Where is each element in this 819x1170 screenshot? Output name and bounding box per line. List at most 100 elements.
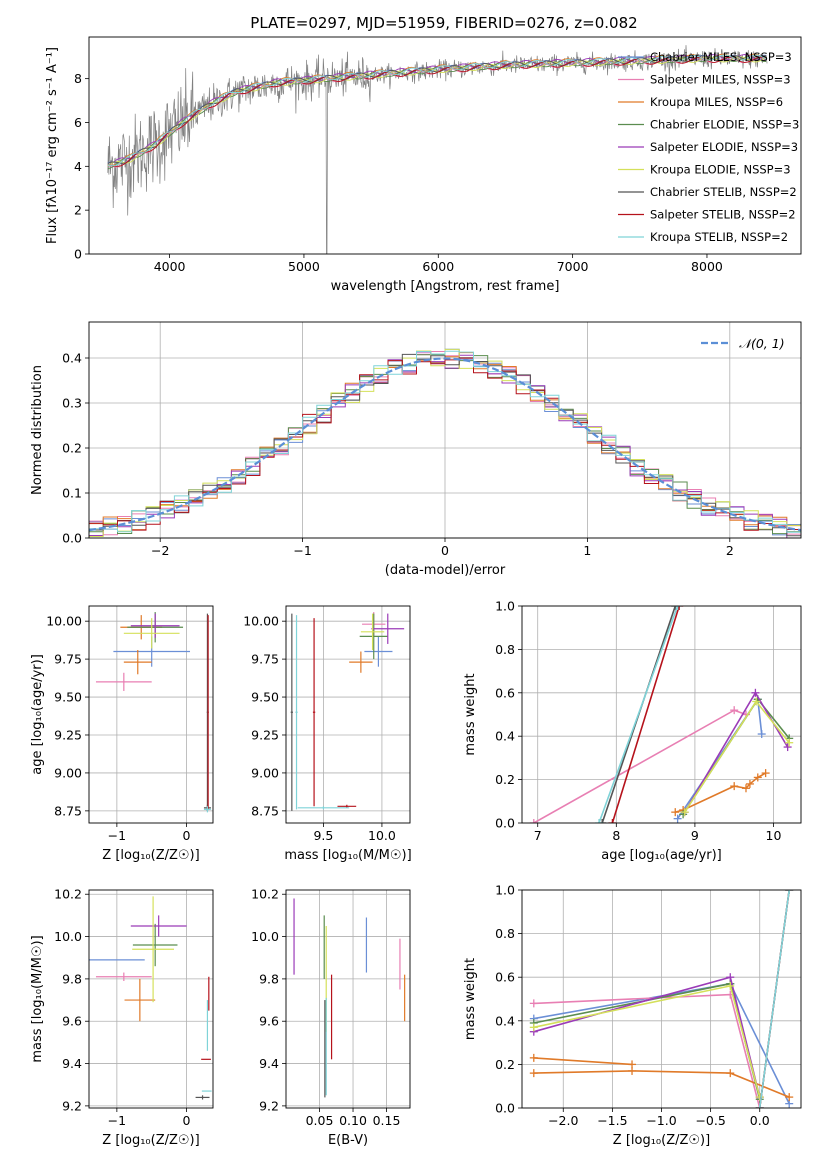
- x-tick-label: −1: [108, 1113, 126, 1128]
- model-line-salpeter-elodie: [107, 54, 767, 167]
- y-tick-label: 10.2: [251, 887, 279, 902]
- legend-label-salpeter-miles: Salpeter MILES, NSSP=3: [650, 73, 791, 87]
- point-marker-kroupa-miles: [753, 773, 762, 782]
- x-axis-label: wavelength [Angstrom, rest frame]: [331, 279, 560, 294]
- plot-area: [293, 898, 406, 1098]
- y-tick-label: 6: [74, 115, 82, 130]
- point-marker-kroupa-miles: [628, 1060, 637, 1069]
- y-axis-label: mass weight: [463, 673, 478, 755]
- x-tick-label: 0: [183, 1113, 191, 1128]
- legend-label-chabrier-miles: Chabrier MILES, NSSP=3: [650, 50, 792, 64]
- point-marker-kroupa-miles: [785, 1093, 794, 1102]
- y-tick-label: 9.75: [251, 652, 279, 667]
- legend-label-kroupa-stelib: Kroupa STELIB, NSSP=2: [650, 230, 788, 244]
- y-tick-label: 9.00: [54, 765, 82, 780]
- point-marker-kroupa-elodie: [529, 1023, 538, 1032]
- chart-age-vs-mass: 9.5 10.0 8.75 9.00 9.25 9.50 9.75 10.00 mass [lo…: [243, 605, 412, 863]
- y-tick-label: 0.0: [495, 816, 515, 831]
- y-tick-label: 9.8: [62, 971, 82, 986]
- axes-frame: [521, 605, 802, 824]
- model-line-kroupa-stelib: [107, 54, 767, 167]
- x-axis-label: Z [log₁₀(Z/Z☉)]: [102, 848, 199, 863]
- y-tick-label: 9.25: [54, 727, 82, 742]
- point-marker-kroupa-elodie: [680, 808, 689, 817]
- axes-frame: [88, 36, 802, 255]
- y-tick-label: 0: [74, 247, 82, 262]
- y-tick-label: 0.6: [495, 685, 515, 700]
- x-tick-label: −2.0: [548, 1113, 578, 1128]
- legend-label-salpeter-elodie: Salpeter ELODIE, NSSP=3: [650, 140, 798, 154]
- y-tick-label: 0.0: [62, 531, 82, 546]
- x-tick-label: −1.5: [597, 1113, 627, 1128]
- point-marker-kroupa-stelib: [673, 606, 682, 610]
- y-tick-label: 0.8: [495, 642, 515, 657]
- series-line-salpeter-miles: [533, 993, 761, 1108]
- errorbar-salpeter-elodie: [130, 915, 187, 937]
- x-axis-label: E(B-V): [328, 1133, 368, 1148]
- errorbar-kroupa-stelib: [203, 806, 211, 813]
- y-tick-label: 10.00: [243, 614, 279, 629]
- chart-residuals: −2 −1 0 1 2 0.0 0.1 0.2 0.3 0.4 (data-model)/error…: [30, 321, 802, 578]
- errorbar-chabrier-elodie: [359, 613, 388, 660]
- x-axis-label: Z [log₁₀(Z/Z☉)]: [102, 1133, 199, 1148]
- errorbar-kroupa-elodie: [360, 613, 385, 651]
- chart-mass-weight-vs-Z: −2.0 −1.5 −1.0 −0.5 0.0 0.0 0.2 0.4 0.6 0.8 1.0 Z […: [463, 883, 802, 1148]
- x-tick-label: −1: [293, 543, 311, 558]
- point-marker-kroupa-miles: [761, 769, 770, 778]
- point-marker-kroupa-elodie: [752, 697, 761, 706]
- y-tick-label: 9.75: [54, 652, 82, 667]
- errorbar-kroupa-elodie: [132, 896, 174, 1003]
- chart-mass-vs-EBV: 0.05 0.10 0.15 9.2 9.4 9.6 9.8 10.0 10.2 E(B-V): [251, 887, 411, 1148]
- point-marker-salpeter-miles: [529, 999, 538, 1008]
- x-tick-label: 7: [534, 828, 542, 843]
- point-marker-kroupa-miles: [529, 1053, 538, 1062]
- point-marker-kroupa-stelib: [785, 890, 794, 894]
- y-tick-label: 9.4: [62, 1056, 82, 1071]
- point-marker-chabrier-miles: [673, 814, 682, 823]
- point-marker-salpeter-stelib: [608, 819, 617, 823]
- point-marker-salpeter-miles: [529, 819, 538, 823]
- x-tick-label: −1: [108, 828, 126, 843]
- y-tick-label: 8.75: [54, 803, 82, 818]
- series-line-salpeter-stelib: [611, 606, 680, 823]
- x-tick-label: −0.5: [695, 1113, 725, 1128]
- x-tick-label: 1: [583, 543, 591, 558]
- errorbar-salpeter-elodie: [130, 613, 180, 638]
- series-line-kroupa-miles: [533, 1057, 633, 1066]
- legend-label-chabrier-stelib: Chabrier STELIB, NSSP=2: [650, 185, 797, 199]
- errorbar-salpeter-elodie: [371, 613, 405, 644]
- errorbar-chabrier-elodie: [132, 923, 178, 967]
- errorbar-salpeter-stelib: [312, 618, 316, 807]
- y-tick-label: 9.6: [259, 1014, 279, 1029]
- errorbar-kroupa-stelib: [295, 615, 298, 810]
- legend-label-kroupa-miles: Kroupa MILES, NSSP=6: [650, 95, 783, 109]
- y-tick-label: 0.3: [62, 396, 82, 411]
- y-tick-label: 0.8: [495, 926, 515, 941]
- chart-age-vs-Z: −1 0 8.75 9.00 9.25 9.50 9.75 10.00 Z [log₁₀(Z/Z…: [30, 605, 214, 863]
- point-marker-chabrier-stelib: [598, 819, 607, 823]
- y-tick-label: 0.4: [495, 729, 515, 744]
- x-tick-label: −1.0: [646, 1113, 676, 1128]
- point-marker-kroupa-elodie: [726, 981, 735, 990]
- x-tick-label: 0.15: [373, 1113, 401, 1128]
- plot-area: [529, 606, 794, 823]
- x-tick-label: −2: [151, 543, 169, 558]
- x-tick-label: 10: [766, 828, 782, 843]
- errorbar-salpeter-miles: [95, 672, 152, 691]
- plot-area: [89, 896, 212, 1100]
- point-marker-chabrier-stelib: [671, 606, 680, 610]
- x-tick-label: 4000: [154, 259, 186, 274]
- chart-mass-weight-vs-age: 7 8 9 10 0.0 0.2 0.4 0.6 0.8 1.0 age [log₁₀(age/yr…: [463, 599, 802, 863]
- x-tick-label: 5000: [288, 259, 320, 274]
- y-tick-label: 2: [74, 203, 82, 218]
- figure-title: PLATE=0297, MJD=51959, FIBERID=0276, z=0…: [250, 14, 637, 32]
- y-axis-label: mass weight: [463, 958, 478, 1040]
- errorbar-kroupa-miles: [123, 650, 152, 675]
- y-tick-label: 0.6: [495, 970, 515, 985]
- plot-area: [95, 612, 211, 813]
- point-marker-kroupa-miles: [671, 808, 680, 817]
- errorbar-kroupa-miles: [124, 978, 156, 1022]
- x-tick-label: 0: [441, 543, 449, 558]
- point-marker-kroupa-elodie: [755, 1093, 764, 1102]
